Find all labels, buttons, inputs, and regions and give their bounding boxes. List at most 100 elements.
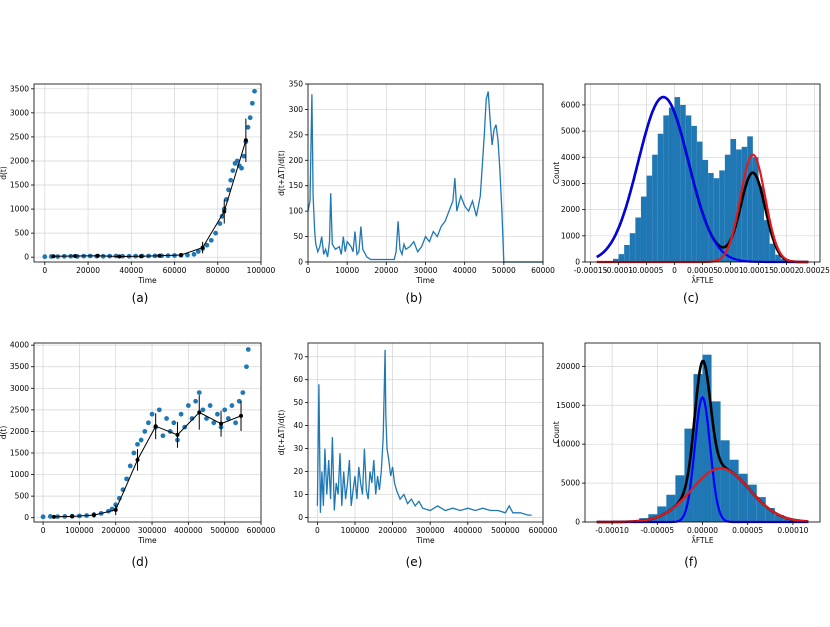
x-tick-label: 50000 [492,266,516,275]
scatter-point [252,88,257,94]
y-tick-label: 70 [293,352,303,361]
histogram-bar [612,258,619,262]
scatter-point [156,407,162,413]
chart-d: 0 100000 200000 300000 400000 500000 600000 0 50… [0,341,276,545]
x-tick-label: -0.00010 [595,526,629,535]
x-tick-label: 0 [672,266,677,275]
mean-line [53,411,242,518]
x-tick-label: 0.00005 [732,526,763,535]
y-tick-label: 3000 [10,108,29,117]
y-tick-label: 2500 [10,405,29,414]
series-line [307,91,543,263]
x-tick-label: 0 [306,266,311,275]
x-tick-label: 20000 [374,266,398,275]
scatter-point [171,420,177,426]
x-tick-label: 400000 [174,526,203,535]
chart-e: 0 100000 200000 300000 400000 500000 600000 0 10… [277,342,558,545]
mean-marker [243,138,248,143]
scatter-point [185,252,190,258]
x-tick-label: 0.00000 [687,526,718,535]
y-tick-label: 40 [293,421,303,430]
scatter-point [226,187,231,193]
scatter-point [189,416,195,421]
y-tick-label: 10 [293,490,303,499]
x-tick-label: 0 [41,526,46,535]
panel-label-b: (b) [406,291,423,305]
histogram-bar [663,115,669,262]
panel-label-f: (f) [684,555,698,569]
x-tick-label: 60000 [531,266,555,275]
y-tick-label: 3000 [10,384,29,393]
scatter-point [208,237,214,243]
x-tick-label: 0.0001 [717,266,743,275]
x-axis-label: Time [415,536,435,545]
series-line [316,349,532,516]
histogram-bar [668,107,675,262]
histogram-bar [646,175,653,262]
x-tick-label: 0.00005 [687,266,718,275]
y-tick-label: 2000 [10,156,29,165]
scatter-point [207,403,213,408]
scatter-point [185,403,191,408]
y-axis-label: Count [552,162,561,184]
x-tick-label: 100000 [341,526,370,535]
x-tick-label: 600000 [529,526,558,535]
x-tick-label: 200000 [378,526,407,535]
histogram-bar [640,196,647,262]
panel-label-e: (e) [406,555,423,569]
scatter-point [229,403,235,408]
chart-f: -0.00010 -0.00005 0.00000 0.00005 0.00010 0 50… [552,342,821,545]
histogram-bar [693,374,703,522]
scatter-point [200,407,206,413]
y-axis-label: d(t) [0,166,8,180]
x-tick-label: 60000 [163,266,187,275]
scatter-point [233,420,238,426]
y-axis-label: Count [552,421,561,443]
y-tick-label: 0 [298,513,303,522]
x-tick-label: 0 [315,526,320,535]
x-tick-label: -0.00005 [630,266,664,275]
y-tick-label: 50 [293,398,303,407]
x-tick-label: 0.00010 [777,526,808,535]
y-tick-label: 1000 [10,205,29,214]
chart-c: -0.00015-0.0001-0.00005 0 0.00005 0.0001 0.0… [552,83,830,285]
x-tick-label: 0 [42,266,47,275]
scatter-point [225,416,231,421]
panel-label-a: (a) [132,291,149,305]
mean-marker [95,253,100,258]
histogram-bar [629,233,636,262]
y-tick-label: 3000 [561,179,580,188]
y-tick-label: 4000 [10,341,29,350]
y-tick-label: 200 [289,156,304,165]
histogram-bar [652,154,658,262]
chart-b: 0 10000 20000 30000 40000 50000 60000 0 50 100 150… [277,80,555,286]
mean-marker [51,254,56,259]
histogram-bar [765,507,775,522]
x-tick-label: 200000 [101,526,130,535]
mean-marker [239,413,244,418]
y-tick-label: 500 [15,492,30,501]
y-tick-label: 0 [298,258,303,267]
histogram-bar [758,186,765,262]
histogram-bar [752,157,759,262]
mean-marker [197,410,202,415]
scatter-point [124,476,130,482]
histogram-bar [702,354,712,522]
histogram-bar [769,243,776,262]
scatter-point [204,242,210,248]
x-tick-label: 0.00025 [799,266,830,275]
x-tick-label: 100000 [65,526,94,535]
y-tick-label: 5000 [561,479,580,488]
histogram-bar [730,138,737,262]
scatter-point [47,513,53,519]
scatter-point [217,221,223,226]
y-tick-label: 0 [24,253,29,262]
y-tick-label: 60 [293,375,303,384]
mean-marker [135,457,140,462]
mean-marker [179,253,184,258]
scatter-point [42,254,48,260]
y-tick-label: 1000 [10,470,29,479]
scatter-point [160,433,166,439]
scatter-point [236,398,242,404]
x-tick-label: 500000 [210,526,239,535]
